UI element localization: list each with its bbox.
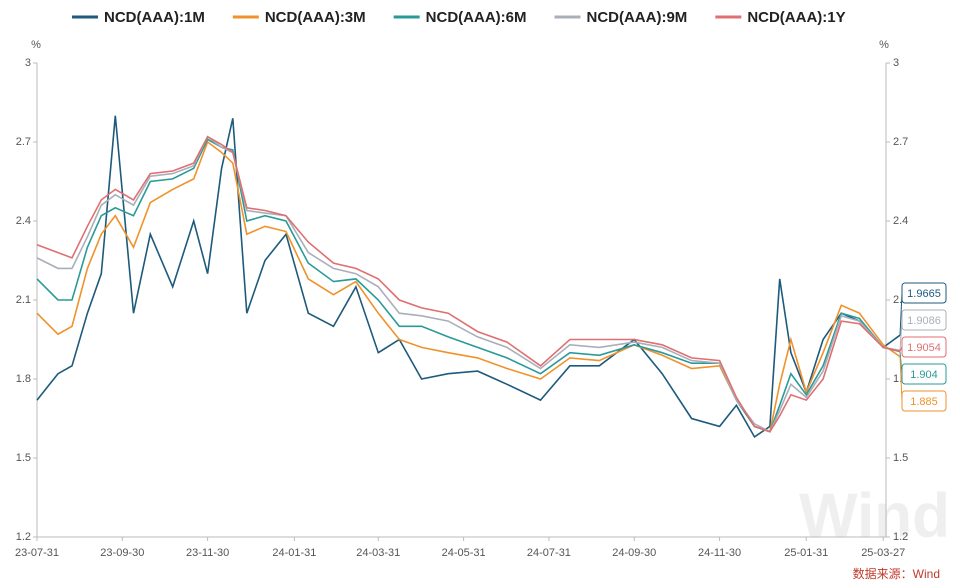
x-tick-label: 25-01-31 [784,547,828,559]
watermark: Wind [799,481,950,550]
x-tick-label: 25-03-27 [861,547,905,559]
series-line [36,140,901,433]
y-tick-label: 2.1 [16,294,31,306]
legend-label: NCD(AAA):6M [426,9,527,26]
y-unit: % [31,39,41,51]
y-tick-label-right: 3 [893,57,899,69]
end-label-box [901,309,947,331]
x-tick-label: 24-09-30 [612,547,656,559]
end-label: 1.904 [910,369,938,381]
end-label-box [901,336,947,358]
legend-label: NCD(AAA):9M [586,9,687,26]
x-tick-label: 24-05-31 [442,547,486,559]
x-tick-label: 24-03-31 [356,547,400,559]
series-line [36,138,901,433]
y-unit-right: % [879,39,889,51]
y-tick-label-right: 1.2 [893,531,908,543]
end-label: 1.9054 [907,342,941,354]
x-tick-label: 24-07-31 [527,547,571,559]
series-line [36,135,901,433]
legend-label: NCD(AAA):1M [104,9,205,26]
legend-label: NCD(AAA):1Y [747,9,845,26]
x-tick-label: 23-09-30 [100,547,144,559]
y-tick-label: 2.7 [16,136,31,148]
legend-label: NCD(AAA):3M [265,9,366,26]
y-tick-label-right: 2.4 [893,215,908,227]
x-tick-label: 24-01-31 [272,547,316,559]
end-label-box [901,282,947,304]
x-tick-label: 24-11-30 [698,547,741,559]
source: 数据来源：Wind [853,566,940,581]
y-tick-label: 2.4 [16,215,31,227]
end-label: 1.885 [910,396,938,408]
end-label-box [901,390,947,412]
end-label: 1.9086 [907,315,941,327]
y-tick-label-right: 2.7 [893,136,908,148]
y-tick-label: 1.8 [16,373,31,385]
series-line [36,115,901,439]
y-tick-label: 1.5 [16,452,31,464]
end-label: 1.9665 [907,288,941,300]
x-tick-label: 23-07-31 [15,547,59,559]
y-tick-label: 3 [25,57,31,69]
y-tick-label: 1.2 [16,531,31,543]
x-tick-label: 23-11-30 [186,547,229,559]
y-tick-label-right: 1.5 [893,452,908,464]
end-label-box [901,363,947,385]
series-line [36,135,901,433]
